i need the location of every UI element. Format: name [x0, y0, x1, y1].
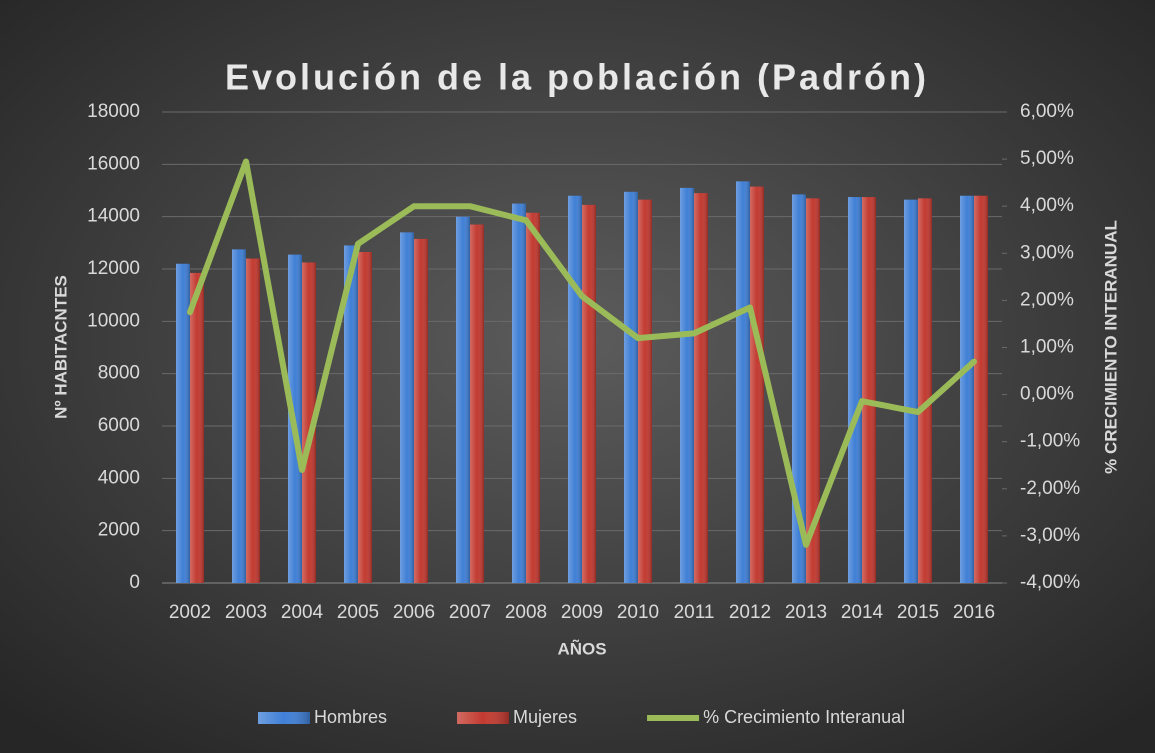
y2-tick-label: 1,00%	[1020, 337, 1074, 358]
bar-shine	[638, 199, 652, 584]
x-tick-label: 2011	[674, 602, 715, 623]
bar-shine	[960, 195, 974, 583]
y2-tick-label: -2,00%	[1020, 478, 1080, 499]
bar-shine	[400, 232, 414, 583]
x-tick-label: 2004	[281, 602, 324, 623]
line-series	[187, 158, 977, 548]
bar-shine	[862, 197, 876, 583]
bar-shine	[358, 251, 372, 583]
y-tick-label: 12000	[87, 258, 140, 279]
x-tick-label: 2005	[337, 602, 379, 623]
y2-tick-label: -4,00%	[1020, 572, 1080, 593]
y-tick-label: 2000	[98, 520, 140, 541]
x-tick-label: 2008	[505, 602, 547, 623]
bar-shine	[806, 198, 820, 583]
y-tick-label: 0	[129, 572, 140, 593]
legend-label: Hombres	[314, 707, 387, 727]
bar-shine	[904, 199, 918, 584]
y-tick-label: 10000	[87, 310, 140, 331]
bar-shine	[246, 258, 260, 583]
bar-shine	[512, 203, 526, 584]
y-tick-label: 14000	[87, 206, 140, 227]
y-tick-label: 4000	[98, 467, 140, 488]
x-tick-label: 2002	[169, 602, 211, 623]
x-tick-label: 2010	[617, 602, 659, 623]
bar-shine	[456, 216, 470, 583]
bar-shine	[974, 195, 988, 583]
bar-shine	[526, 212, 540, 583]
x-tick-label: 2003	[225, 602, 267, 623]
bar-shine	[470, 224, 484, 583]
y2-axis-title: % CRECIMIENTO INTERANUAL	[1101, 220, 1120, 474]
bar-shine	[190, 272, 204, 583]
x-tick-label: 2007	[449, 602, 491, 623]
y-tick-label: 18000	[87, 101, 140, 122]
bar-shine	[232, 249, 246, 583]
y2-tick-label: -3,00%	[1020, 525, 1080, 546]
bar-shine	[736, 181, 750, 583]
y2-tick-label: 5,00%	[1020, 148, 1074, 169]
bar-shine	[918, 198, 932, 583]
x-tick-label: 2006	[393, 602, 435, 623]
y2-tick-label: 6,00%	[1020, 101, 1074, 122]
y2-tick-label: 0,00%	[1020, 384, 1074, 405]
legend-swatch-shine	[258, 712, 310, 724]
bar-shine	[750, 186, 764, 583]
legend-label: Mujeres	[513, 707, 577, 727]
bar-shine	[344, 245, 358, 583]
legend: Hombres Mujeres % Crecimiento Interanual	[258, 707, 905, 727]
bar-shine	[582, 204, 596, 583]
bar-shine	[848, 197, 862, 583]
y-axis-title: Nº HABITACNTES	[51, 275, 70, 419]
x-tick-label: 2012	[729, 602, 771, 623]
bar-shine	[568, 195, 582, 583]
bar-shine	[176, 263, 190, 583]
bar-shine	[414, 238, 428, 584]
bar-shine	[694, 193, 708, 583]
x-tick-label: 2009	[561, 602, 603, 623]
y2-tick-label: 4,00%	[1020, 195, 1074, 216]
y2-tick-label: -1,00%	[1020, 431, 1080, 452]
x-tick-label: 2016	[953, 602, 995, 623]
bar-shine	[792, 194, 806, 584]
x-tick-label: 2014	[841, 602, 884, 623]
y2-tick-label: 2,00%	[1020, 289, 1074, 310]
x-tick-label: 2015	[897, 602, 939, 623]
x-axis-title: AÑOS	[557, 638, 606, 658]
bar-shine	[680, 187, 694, 583]
legend-swatch-shine	[457, 712, 510, 724]
x-tick-label: 2013	[785, 602, 827, 623]
y2-tick-label: 3,00%	[1020, 242, 1074, 263]
legend-label: % Crecimiento Interanual	[703, 707, 905, 727]
y-tick-label: 6000	[98, 415, 140, 436]
bar-shine	[302, 262, 316, 583]
y-tick-label: 8000	[98, 363, 140, 384]
y-tick-label: 16000	[87, 153, 140, 174]
chart-title: Evolución de la población (Padrón)	[225, 57, 929, 98]
bar-shine	[624, 191, 638, 583]
